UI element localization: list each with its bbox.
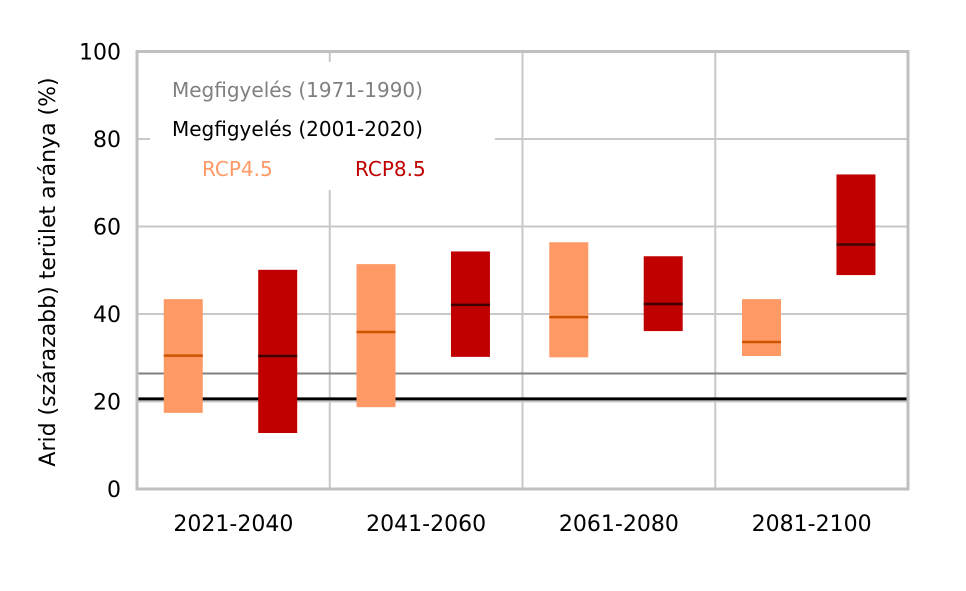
range-bar-rcp45 — [549, 242, 589, 358]
y-tick-label: 60 — [93, 216, 121, 241]
bars — [163, 174, 876, 433]
axes: 0 20 40 60 80 100 2021-2040 2041-2060 2061-2080 2… — [79, 41, 910, 537]
range-bar-rcp45 — [742, 299, 782, 356]
range-bar-rcp85 — [836, 174, 876, 276]
x-tick-label: 2041-2060 — [366, 512, 486, 537]
y-tick-label: 100 — [79, 41, 121, 66]
y-tick-label: 20 — [93, 391, 121, 416]
x-tick-label: 2021-2040 — [173, 512, 293, 537]
legend-rcp45: RCP4.5 — [202, 157, 273, 181]
legend-background — [150, 62, 495, 190]
x-tick-label: 2061-2080 — [559, 512, 679, 537]
y-tick-label: 0 — [107, 478, 121, 503]
range-bar-rcp85 — [258, 269, 298, 433]
y-axis-label: Arid (szárazabb) terület aránya (%) — [36, 77, 61, 466]
range-bar-rcp45 — [356, 264, 396, 408]
legend-obs-1971-1990: Megfigyelés (1971-1990) — [172, 78, 423, 102]
legend-rcp85: RCP8.5 — [355, 157, 426, 181]
plot-frame — [135, 50, 910, 491]
y-tick-label: 80 — [93, 128, 121, 153]
legend-obs-2001-2020: Megfigyelés (2001-2020) — [172, 117, 423, 141]
y-tick-label: 40 — [93, 303, 121, 328]
legend: Megfigyelés (1971-1990) Megfigyelés (200… — [172, 78, 426, 181]
x-tick-label: 2081-2100 — [752, 512, 872, 537]
range-bar-rcp85 — [643, 256, 683, 332]
